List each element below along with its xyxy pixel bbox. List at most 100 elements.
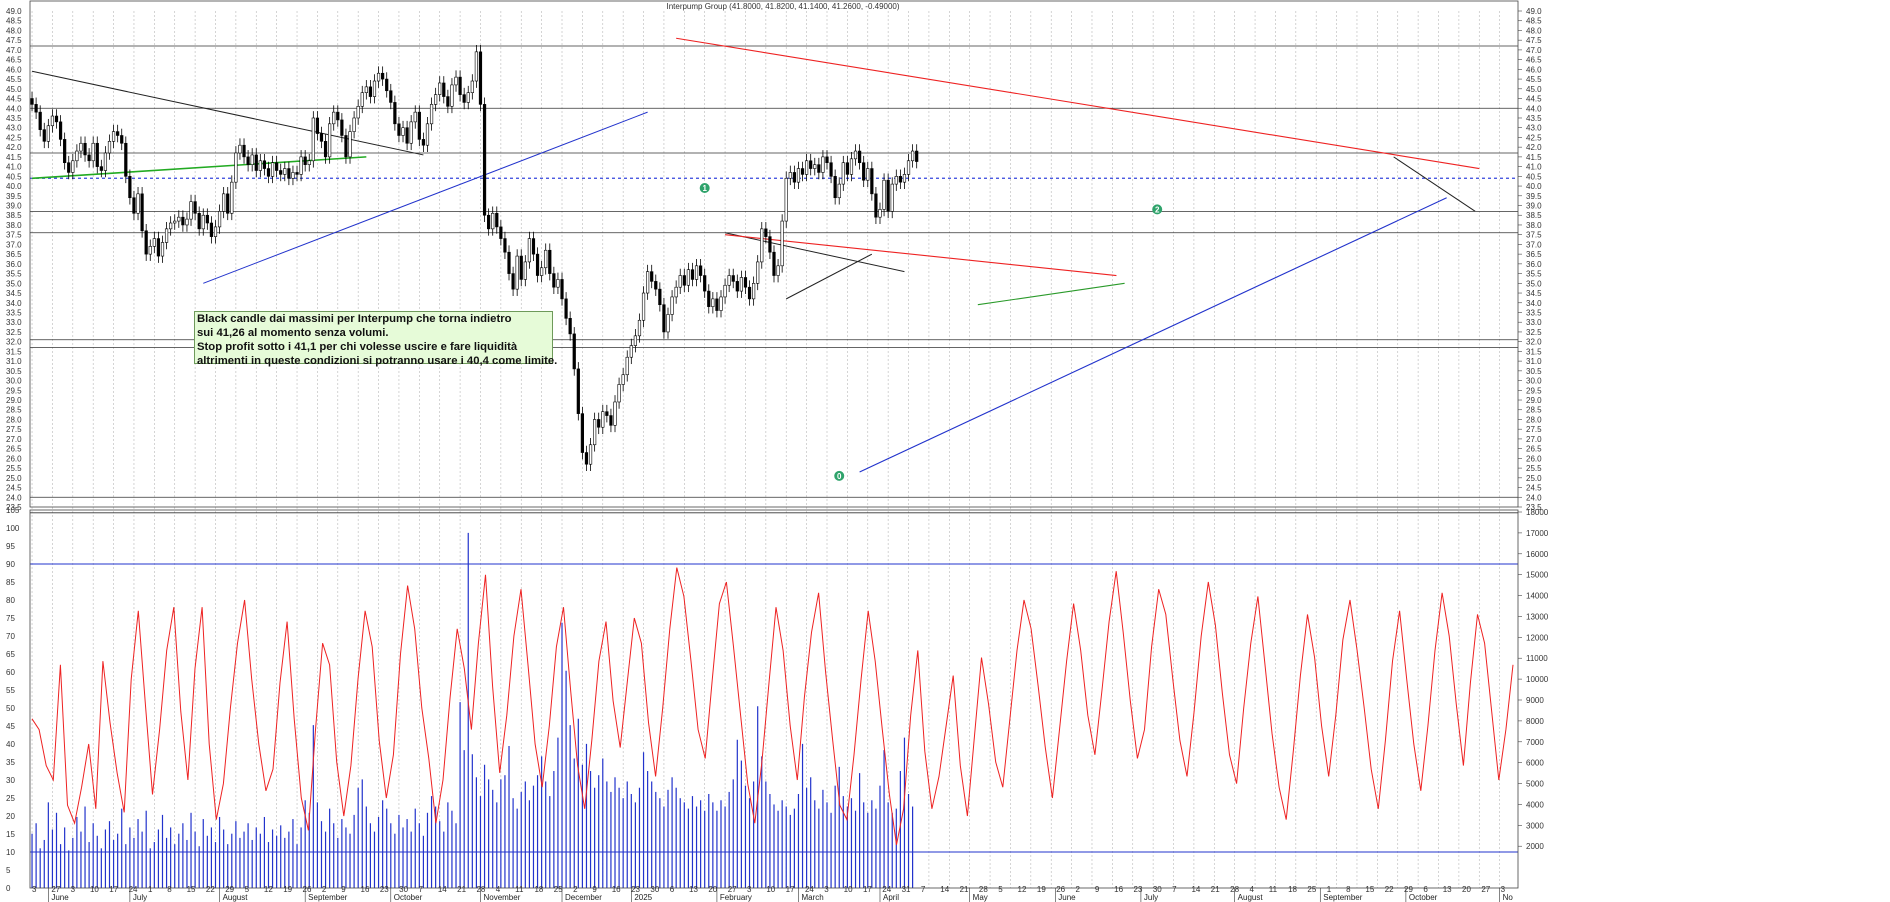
day-tick-label: 22 (206, 885, 215, 894)
candle-body (254, 154, 258, 171)
day-tick-label: 3 (71, 885, 76, 894)
candle-body (609, 415, 613, 426)
month-label: October (394, 893, 423, 902)
price-tick-label: 33.5 (1526, 308, 1542, 317)
price-tick-label-left: 43.5 (6, 114, 22, 123)
candle-body (845, 162, 849, 175)
candle-body (862, 162, 866, 181)
candle-body (699, 265, 703, 276)
price-tick-label-left: 42.5 (6, 133, 22, 142)
candle-body (580, 413, 584, 453)
candle-body (548, 249, 552, 274)
month-label: April (883, 893, 899, 902)
candle-body (911, 150, 915, 162)
day-tick-label: 12 (264, 885, 273, 894)
candle-body (454, 76, 458, 86)
day-tick-label: 12 (1018, 885, 1027, 894)
day-tick-label: 9 (1095, 885, 1100, 894)
candle-body (287, 168, 291, 179)
price-tick-label-left: 25.0 (6, 474, 22, 483)
candle-body (63, 139, 67, 164)
day-tick-label: 28 (1230, 885, 1239, 894)
marker-label: 0 (837, 472, 842, 481)
price-tick-label: 27.0 (1526, 435, 1542, 444)
price-tick-label-left: 43.0 (6, 124, 22, 133)
candle-body (507, 251, 511, 274)
candle-body (193, 201, 197, 214)
day-tick-label: 18 (534, 885, 543, 894)
candle-body (425, 123, 430, 146)
price-tick-label: 32.5 (1526, 328, 1542, 337)
volume-tick-label: 18000 (1526, 508, 1549, 517)
candle-body (450, 84, 454, 107)
candle-body (519, 255, 523, 280)
candle-body (462, 94, 466, 103)
price-tick-label-left: 38.0 (6, 221, 22, 230)
candle-body (360, 92, 364, 107)
day-tick-label: 20 (1462, 885, 1471, 894)
candle-body (262, 160, 267, 169)
day-tick-label: 7 (1172, 885, 1177, 894)
candlesticks (30, 45, 919, 472)
candle-body (597, 419, 601, 428)
candle-body (670, 296, 674, 315)
day-tick-label: 14 (940, 885, 949, 894)
price-tick-label: 30.0 (1526, 377, 1542, 386)
candle-body (242, 144, 246, 158)
candle-body (315, 117, 320, 134)
candle-body (279, 170, 283, 175)
day-tick-label: 9 (592, 885, 597, 894)
candle-body (776, 265, 780, 276)
price-tick-label-left: 41.0 (6, 163, 22, 172)
price-tick-label: 48.0 (1526, 26, 1542, 35)
oscillator-tick-label: 40 (6, 740, 15, 749)
day-tick-label: 17 (109, 885, 118, 894)
day-tick-label: 24 (805, 885, 814, 894)
candle-body (201, 214, 205, 230)
price-tick-label: 47.5 (1526, 36, 1542, 45)
candle-body (368, 86, 373, 97)
day-tick-label: 7 (418, 885, 423, 894)
volume-tick-label: 3000 (1526, 821, 1544, 830)
candle-body (319, 133, 324, 142)
oscillator-tick-label: 95 (6, 542, 15, 551)
candle-body (711, 298, 715, 307)
candle-body (307, 160, 311, 165)
price-tick-label: 31.0 (1526, 357, 1542, 366)
candle-body (71, 160, 75, 173)
day-tick-label: 24 (129, 885, 138, 894)
candle-body (523, 261, 527, 280)
candle-body (906, 160, 911, 175)
candle-body (429, 104, 434, 125)
day-tick-label: 21 (1211, 885, 1220, 894)
volume-tick-label: 16000 (1526, 550, 1549, 559)
candle-body (442, 82, 446, 97)
price-tick-label: 34.5 (1526, 289, 1542, 298)
day-tick-label: 11 (515, 885, 524, 894)
price-tick-label: 41.0 (1526, 163, 1542, 172)
day-tick-label: 23 (380, 885, 389, 894)
day-tick-label: 11 (1269, 885, 1278, 894)
candle-body (95, 142, 99, 167)
price-tick-label: 43.0 (1526, 124, 1542, 133)
price-tick-label: 29.5 (1526, 386, 1542, 395)
candle-body (723, 284, 727, 298)
oscillator-tick-label: 65 (6, 650, 15, 659)
trend-line (31, 156, 367, 180)
day-tick-label: 15 (1365, 885, 1374, 894)
price-tick-label: 36.0 (1526, 260, 1542, 269)
volume-tick-label: 12000 (1526, 633, 1549, 642)
candle-body (160, 242, 165, 257)
candle-body (258, 160, 262, 171)
price-tick-label-left: 25.5 (6, 464, 22, 473)
day-tick-label: 30 (650, 885, 659, 894)
candle-body (515, 255, 519, 290)
day-tick-label: 23 (1134, 885, 1143, 894)
price-tick-label-left: 33.0 (6, 318, 22, 327)
price-tick-label: 44.0 (1526, 104, 1542, 113)
candle-body (132, 197, 136, 214)
candle-body (466, 92, 470, 103)
volume-tick-label: 6000 (1526, 759, 1544, 768)
price-tick-label: 37.0 (1526, 240, 1542, 249)
